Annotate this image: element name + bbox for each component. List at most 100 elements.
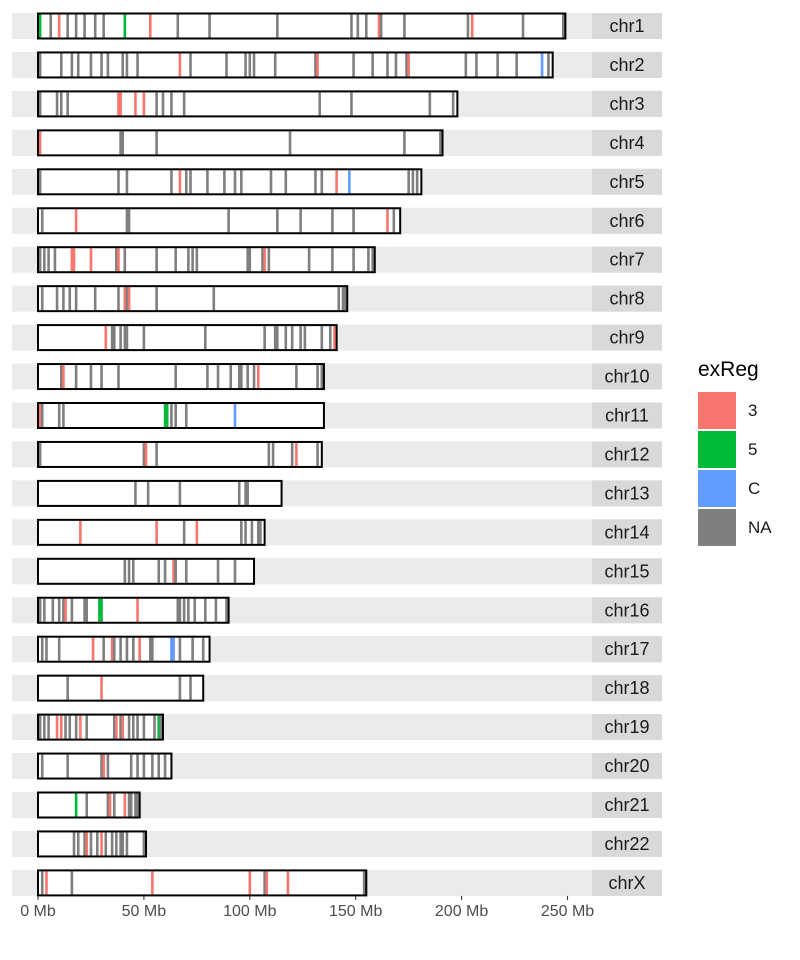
region-mark [320,326,324,350]
strip-label: chr18 [604,678,649,698]
chromosome-chr13 [37,479,283,507]
region-mark [206,170,209,194]
region-mark [70,53,74,77]
region-mark [182,598,186,622]
region-mark [104,326,108,350]
region-mark [187,598,190,622]
region-mark [328,326,332,350]
region-mark [142,442,146,466]
region-mark [225,53,228,77]
region-mark [314,53,317,77]
legend: exReg 3 5 C NA [698,358,772,547]
region-mark [142,715,146,739]
chromosome-chr18 [37,674,205,702]
region-mark [244,53,247,77]
strip-background [592,869,662,896]
region-mark [134,793,137,817]
region-mark [333,326,336,350]
chromosome-chr6 [37,207,402,235]
region-mark [53,248,57,272]
region-mark [55,92,59,116]
region-mark [233,404,237,427]
region-mark [182,520,186,544]
strip-background [592,168,662,195]
region-mark [157,715,161,739]
legend-title: exReg [698,358,759,381]
region-mark [195,520,199,544]
region-mark [119,131,122,155]
chromosome-fill [38,286,348,312]
region-mark [136,598,139,622]
region-mark [316,53,319,77]
chromosome-fill [38,130,443,156]
chromosome-chr19 [37,713,164,741]
region-mark [136,754,139,778]
strip-background [592,13,662,39]
region-mark [76,53,80,77]
region-mark [43,715,46,739]
region-mark [112,793,116,817]
chromosome-fill [38,13,566,39]
region-mark [521,14,525,38]
region-mark [38,715,42,739]
region-mark [371,248,374,272]
region-mark [66,14,69,38]
region-mark [407,170,410,194]
facet-strips: chr1 chr2 chr3 chr4 chr5 chr6 chr7 chr8 chr9 chr1… [592,13,662,896]
region-mark [295,442,298,466]
chromosome-outline [37,285,349,313]
chromosome-fill [38,441,322,467]
chromosome-outline [37,207,402,235]
region-mark [57,14,61,38]
region-mark [45,637,48,661]
region-mark [38,53,42,77]
region-mark [316,442,319,466]
region-mark [132,637,135,661]
region-mark [176,14,180,38]
region-mark [163,754,167,778]
strip-label: chr14 [604,522,649,542]
region-mark [252,53,256,77]
chromosome-chr10 [37,363,325,391]
region-mark [316,365,319,389]
region-mark [299,209,302,233]
region-mark [40,209,44,233]
region-mark [379,14,383,38]
region-mark [89,832,93,856]
region-mark [250,520,254,544]
region-mark [43,248,46,272]
chromosome-outline [37,479,283,507]
region-mark [142,326,146,350]
region-mark [246,481,249,505]
region-mark [331,248,334,272]
region-mark [337,287,341,311]
strip-label: chr3 [609,94,644,114]
region-mark [252,365,256,389]
strip-label: chrX [608,873,645,893]
region-mark [204,326,207,350]
region-mark [83,598,86,622]
chromosome-chr20 [37,752,173,780]
region-mark [40,404,44,427]
region-mark [123,14,127,38]
chromosome-fill [38,519,265,545]
region-mark [119,326,122,350]
region-mark [125,170,129,194]
region-mark [318,92,321,116]
region-mark [403,14,406,38]
region-mark [117,365,120,389]
region-mark [155,287,158,311]
region-mark [362,871,366,895]
region-mark [49,14,53,38]
region-mark [157,559,161,583]
region-mark [246,365,249,389]
region-mark [159,715,163,739]
chromosome-outline [37,363,325,391]
chromosome-outline [37,869,368,897]
region-mark [136,715,139,739]
region-mark [121,53,125,77]
strip-background [592,753,662,780]
region-mark [352,248,355,272]
region-mark [267,248,271,272]
